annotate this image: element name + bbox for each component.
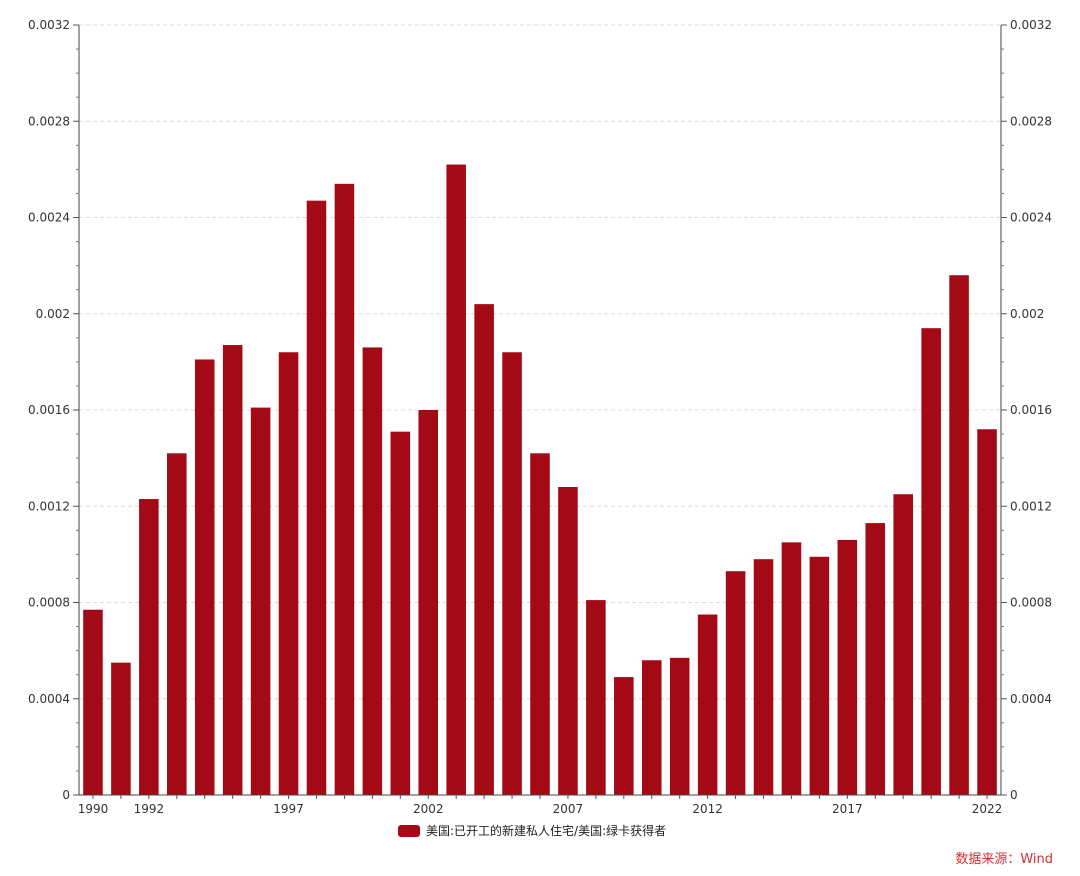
bar-1996 bbox=[250, 407, 271, 795]
x-tick-label: 2012 bbox=[692, 802, 723, 816]
right-y-tick-label: 0.0016 bbox=[1010, 403, 1052, 417]
bar-2019 bbox=[893, 494, 913, 795]
bar-2002 bbox=[418, 410, 439, 795]
bar-1995 bbox=[222, 345, 243, 795]
bar-1992 bbox=[139, 499, 159, 795]
bar-2022 bbox=[977, 429, 997, 795]
bar-2009 bbox=[614, 677, 634, 795]
left-y-tick-label: 0.0008 bbox=[28, 596, 70, 610]
left-y-tick-label: 0.0024 bbox=[28, 211, 70, 225]
legend-label: 美国:已开工的新建私人住宅/美国:绿卡获得者 bbox=[426, 823, 666, 838]
source-label: 数据来源：Wind bbox=[955, 852, 1053, 867]
right-y-axis-ticks: 0 0.0004 0.0008 0.0012 0.0016 0.002 0.0024 0.00… bbox=[1001, 18, 1052, 802]
bar-2012 bbox=[697, 614, 718, 795]
right-y-tick-label: 0 bbox=[1010, 788, 1018, 802]
bar-2021 bbox=[949, 275, 969, 795]
bar-1993 bbox=[167, 453, 187, 795]
left-y-tick-label: 0 bbox=[62, 788, 70, 802]
left-y-tick-label: 0.0028 bbox=[28, 114, 70, 128]
x-tick-label: 1990 bbox=[78, 802, 109, 816]
left-y-tick-label: 0.0016 bbox=[28, 403, 70, 417]
bar-2017 bbox=[837, 539, 858, 795]
bar-1999 bbox=[334, 183, 355, 795]
bar-2018 bbox=[865, 523, 886, 795]
left-y-tick-label: 0.0004 bbox=[28, 692, 70, 706]
legend-swatch bbox=[398, 825, 420, 837]
bar-2004 bbox=[474, 304, 494, 795]
right-y-tick-label: 0.0008 bbox=[1010, 596, 1052, 610]
right-y-tick-label: 0.0004 bbox=[1010, 692, 1052, 706]
x-tick-label: 1997 bbox=[273, 802, 304, 816]
right-y-tick-label: 0.0024 bbox=[1010, 211, 1052, 225]
bar-1997 bbox=[278, 352, 299, 795]
left-y-axis-ticks: 0 0.0004 0.0008 0.0012 0.0016 0.002 0.0024 0.00… bbox=[28, 18, 79, 802]
bar-1994 bbox=[194, 359, 215, 795]
bar-2010 bbox=[641, 660, 662, 795]
bar-2007 bbox=[558, 487, 578, 795]
bar-2013 bbox=[725, 571, 746, 795]
x-axis-ticks: 1990 1992 1997 2002 2007 2012 2017 2022 bbox=[78, 795, 1003, 816]
bar-2001 bbox=[390, 431, 411, 795]
bar-1990 bbox=[83, 609, 103, 795]
bar-2015 bbox=[781, 542, 802, 795]
right-y-tick-label: 0.002 bbox=[1010, 307, 1044, 321]
bar-1998 bbox=[306, 200, 327, 795]
bar-2000 bbox=[362, 347, 383, 795]
bar-2014 bbox=[753, 559, 774, 795]
legend: 美国:已开工的新建私人住宅/美国:绿卡获得者 bbox=[398, 823, 666, 838]
bar-2008 bbox=[586, 600, 606, 795]
x-tick-label: 2017 bbox=[832, 802, 863, 816]
bar-2011 bbox=[669, 657, 690, 795]
bar-2005 bbox=[502, 352, 522, 795]
right-y-tick-label: 0.0012 bbox=[1010, 499, 1052, 513]
bar-2016 bbox=[809, 556, 830, 795]
bar-2006 bbox=[530, 453, 550, 795]
bar-1991 bbox=[111, 662, 131, 795]
left-y-tick-label: 0.0012 bbox=[28, 499, 70, 513]
bar-2003 bbox=[446, 164, 466, 795]
left-y-tick-label: 0.0032 bbox=[28, 18, 70, 32]
left-y-tick-label: 0.002 bbox=[36, 307, 70, 321]
bars bbox=[83, 164, 997, 795]
right-y-tick-label: 0.0028 bbox=[1010, 114, 1052, 128]
bar-2020 bbox=[921, 328, 941, 795]
x-tick-label: 1992 bbox=[134, 802, 165, 816]
x-tick-label: 2007 bbox=[553, 802, 584, 816]
x-tick-label: 2002 bbox=[413, 802, 444, 816]
right-y-tick-label: 0.0032 bbox=[1010, 18, 1052, 32]
x-tick-label: 2022 bbox=[972, 802, 1003, 816]
